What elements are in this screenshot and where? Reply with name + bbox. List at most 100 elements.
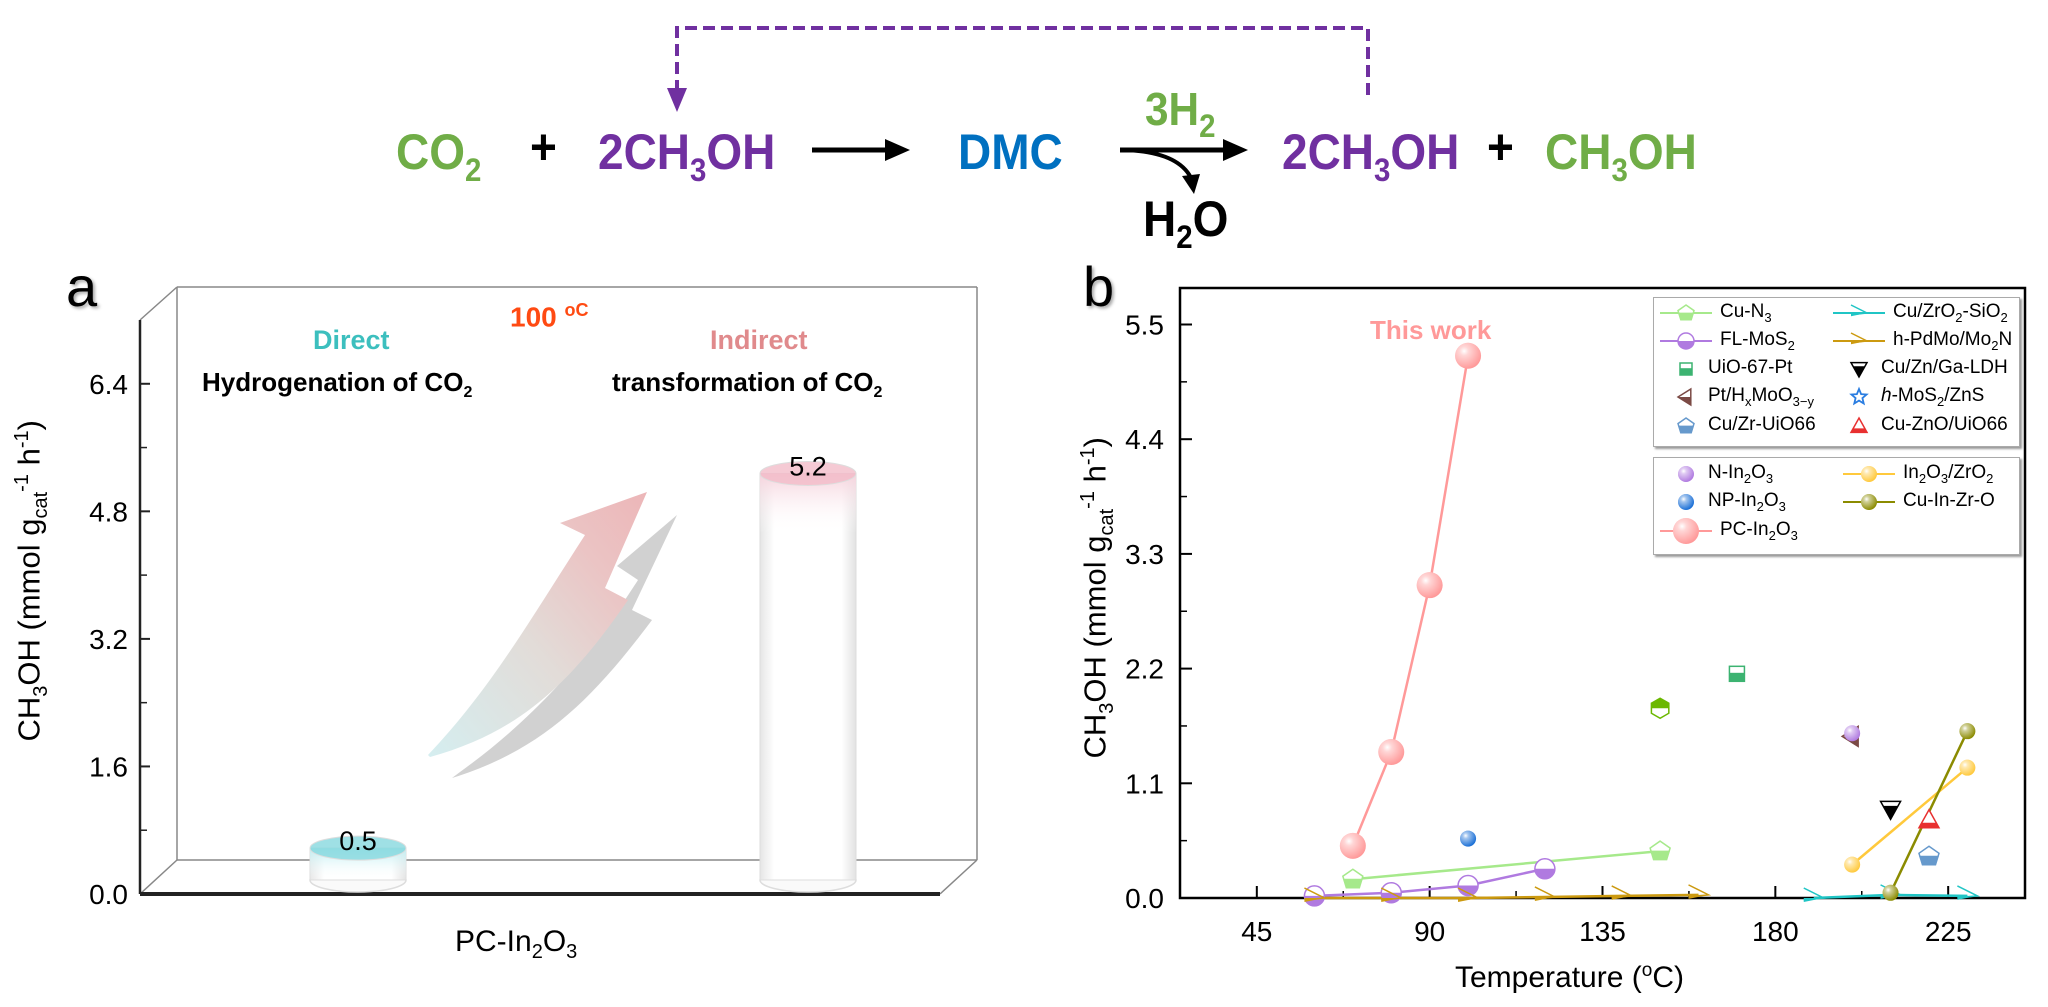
series-cu-zno-uio66 — [1917, 808, 1941, 829]
panel-a-xlabel: PC-In2O3 — [455, 925, 578, 963]
bar-value-label: 0.5 — [339, 826, 377, 856]
series-line — [1314, 893, 1699, 900]
legend-label: Pt/HxMoO3−y — [1708, 385, 1814, 409]
sphere-highlight — [1455, 342, 1482, 369]
series-line — [1352, 849, 1661, 881]
series-line — [1851, 766, 1969, 866]
reaction-arrowhead-1 — [885, 139, 910, 161]
legend-label: Cu/Zn/Ga-LDH — [1881, 357, 2008, 378]
sphere-highlight — [1959, 723, 1976, 740]
reactant-co2: CO2 — [396, 124, 482, 188]
sphere-highlight — [1416, 572, 1443, 599]
marker-fill — [1957, 895, 1978, 900]
x-tick-label-b: 135 — [1579, 916, 1626, 947]
legend-label: Cu-ZnO/UiO66 — [1881, 414, 2008, 435]
bar-top — [759, 460, 857, 486]
sphere-highlight — [1339, 832, 1366, 859]
x-tick-label-b: 45 — [1241, 916, 1272, 947]
y-tick-label-b: 4.4 — [1125, 424, 1164, 455]
marker-fill — [1918, 822, 1939, 828]
legend-label: Cu/Zr-UiO66 — [1708, 414, 1816, 435]
this-work-annotation: This work — [1370, 315, 1492, 345]
legend-label: h-MoS2/ZnS — [1881, 385, 1985, 409]
trend-arrow-shadow — [452, 515, 677, 778]
marker-fill — [1688, 894, 1709, 899]
frame-depth-bottom-right — [939, 859, 978, 895]
legend-label: PC-In2O3 — [1720, 519, 1798, 543]
legend-label: NP-In2O3 — [1708, 490, 1786, 514]
y-tick-label-b: 1.1 — [1125, 768, 1164, 799]
bar-1: 5.2 — [759, 451, 857, 893]
indirect-subtitle: transformation of CO2 — [612, 367, 883, 402]
frame-depth-top-left — [139, 286, 178, 321]
legend-label: Cu/ZrO2-SiO2 — [1893, 301, 2008, 325]
series-pc-in2o3 — [1339, 342, 1482, 859]
indirect-title: Indirect — [710, 325, 808, 355]
byproduct-water: H2O — [1143, 191, 1229, 255]
panel-a-label: a — [66, 255, 98, 318]
y-tick-label-b: 2.2 — [1125, 654, 1164, 685]
series-in2o3-zro2 — [1844, 759, 1976, 873]
panel-b-label: b — [1083, 255, 1115, 318]
marker-fill — [1458, 898, 1479, 902]
intermediate-dmc: DMC — [958, 124, 1063, 180]
reagent-h2: 3H2 — [1145, 83, 1216, 144]
marker-fill — [1611, 895, 1632, 900]
reactant-methanol: 2CH3OH — [598, 124, 776, 188]
marker-fill — [1381, 898, 1402, 902]
frame-depth-bottom-left — [139, 859, 178, 895]
y-tick-label-a: 6.4 — [89, 369, 128, 400]
sphere-highlight — [1460, 830, 1477, 847]
marker-fill — [1650, 850, 1671, 860]
x-tick-label-b: 225 — [1925, 916, 1972, 947]
y-tick-label-a: 4.8 — [89, 496, 128, 527]
byproduct-branch-arrow — [1124, 148, 1194, 181]
direct-title: Direct — [313, 325, 390, 355]
series-uio-67-pt — [1728, 665, 1746, 683]
recycle-arrowhead — [667, 88, 687, 112]
sphere-highlight — [1378, 739, 1405, 766]
series-line — [1351, 355, 1470, 847]
scheme-arrows — [667, 26, 1370, 194]
plus-sign-2: + — [1487, 119, 1514, 175]
series-np-in2o3 — [1460, 830, 1477, 847]
sphere-highlight — [1882, 884, 1899, 901]
bar-value-label: 5.2 — [789, 451, 827, 481]
marker-fill — [1342, 878, 1363, 888]
series-line — [1314, 867, 1546, 898]
legend-label: h-PdMo/Mo2N — [1893, 329, 2013, 353]
x-tick-label-b: 90 — [1414, 916, 1445, 947]
series-unlabeled-green-hexagon — [1650, 697, 1670, 720]
legend-label: In2O3/ZrO2 — [1903, 462, 1994, 486]
marker-fill — [1534, 896, 1555, 901]
plus-sign-1: + — [530, 119, 557, 175]
direct-subtitle: Hydrogenation of CO2 — [202, 367, 473, 402]
series-cu-in-zr-o — [1882, 723, 1976, 901]
legend-label: Cu-N3 — [1720, 301, 1772, 325]
marker-fill — [1651, 698, 1669, 709]
sphere-highlight — [1844, 725, 1861, 742]
trend-arrow — [428, 492, 647, 757]
y-tick-label-b: 3.3 — [1125, 539, 1164, 570]
y-tick-label-b: 5.5 — [1125, 309, 1164, 340]
marker-fill — [1304, 898, 1325, 902]
legend-box-literature — [1653, 297, 2020, 447]
reaction-arrowhead-2 — [1223, 139, 1248, 161]
panel-b-xlabel: Temperature (oC) — [1455, 960, 1684, 994]
legend-label: FL-MoS2 — [1720, 329, 1795, 353]
series-cu-zr-uio66 — [1918, 845, 1940, 866]
series-n-in2o3 — [1844, 725, 1861, 742]
y-tick-label-b: 0.0 — [1125, 883, 1164, 914]
marker-fill — [1534, 868, 1555, 879]
temperature-condition: 100 oC — [510, 300, 589, 333]
marker-fill — [1883, 805, 1899, 820]
x-tick-label-b: 180 — [1752, 916, 1799, 947]
bar-top — [309, 835, 407, 861]
sphere-highlight — [1844, 856, 1861, 873]
sphere-highlight — [1959, 759, 1976, 776]
byproduct-arrowhead — [1182, 174, 1200, 194]
series-h-pdmo-mo2n — [1304, 884, 1712, 902]
legend-box-in2o3 — [1653, 457, 2020, 555]
y-tick-label-a: 3.2 — [89, 624, 128, 655]
